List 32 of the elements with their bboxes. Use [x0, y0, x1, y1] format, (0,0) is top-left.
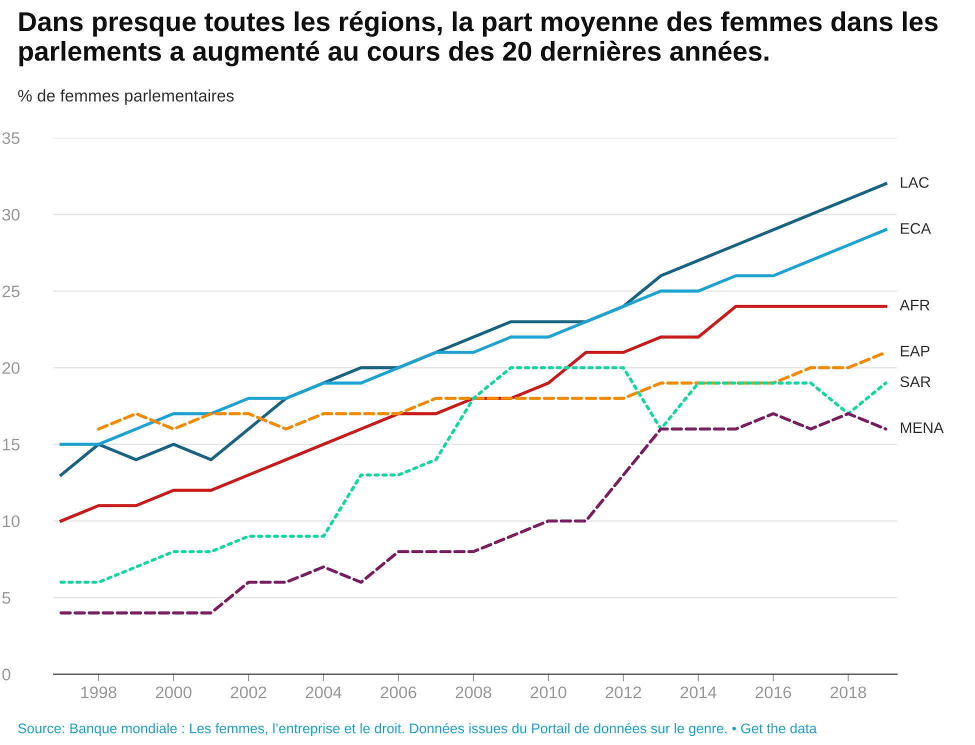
chart-subtitle: % de femmes parlementaires — [18, 89, 234, 105]
y-tick-label: 35 — [2, 132, 20, 144]
x-tick-label: 2000 — [156, 686, 192, 698]
y-tick-label: 0 — [2, 668, 10, 680]
y-tick-label: 15 — [2, 438, 20, 451]
series-label: AFR — [900, 300, 930, 310]
line-series — [60, 412, 888, 614]
x-tick-label: 2010 — [530, 686, 566, 698]
x-tick-label: 2016 — [756, 686, 792, 698]
line-series — [60, 228, 888, 446]
chart-title: Dans presque toutes les régions, la part moyenne des femmes dans les parlements a augmenté au cours des 20 dernières années. — [19, 11, 938, 66]
x-tick-label: 2008 — [456, 686, 492, 698]
series-label: ECA — [900, 223, 932, 234]
y-tick-label: 25 — [2, 285, 20, 298]
series-label: SAR — [900, 376, 930, 388]
series-label: MENA — [900, 422, 944, 433]
series-label: LAC — [900, 177, 929, 188]
x-tick-label: 1998 — [81, 686, 116, 698]
y-tick-label: 10 — [2, 515, 20, 528]
x-tick-label: 2006 — [380, 686, 416, 698]
source-note: Source: Banque mondiale : Les femmes, l’entreprise et le droit. Données issues du Portail de données sur le genre. • Get the data — [18, 722, 817, 736]
y-tick-label: 30 — [2, 208, 20, 221]
x-tick-label: 2018 — [830, 686, 866, 698]
x-tick-label: 2014 — [680, 686, 716, 698]
x-tick-label: 2012 — [606, 686, 642, 698]
line-series — [60, 366, 888, 584]
line-series — [60, 304, 888, 522]
series-label: EAP — [900, 346, 930, 356]
y-tick-label: 5 — [2, 592, 10, 604]
x-tick-label: 2002 — [230, 686, 266, 698]
y-tick-label: 20 — [2, 362, 20, 374]
x-tick-label: 2004 — [306, 686, 342, 698]
